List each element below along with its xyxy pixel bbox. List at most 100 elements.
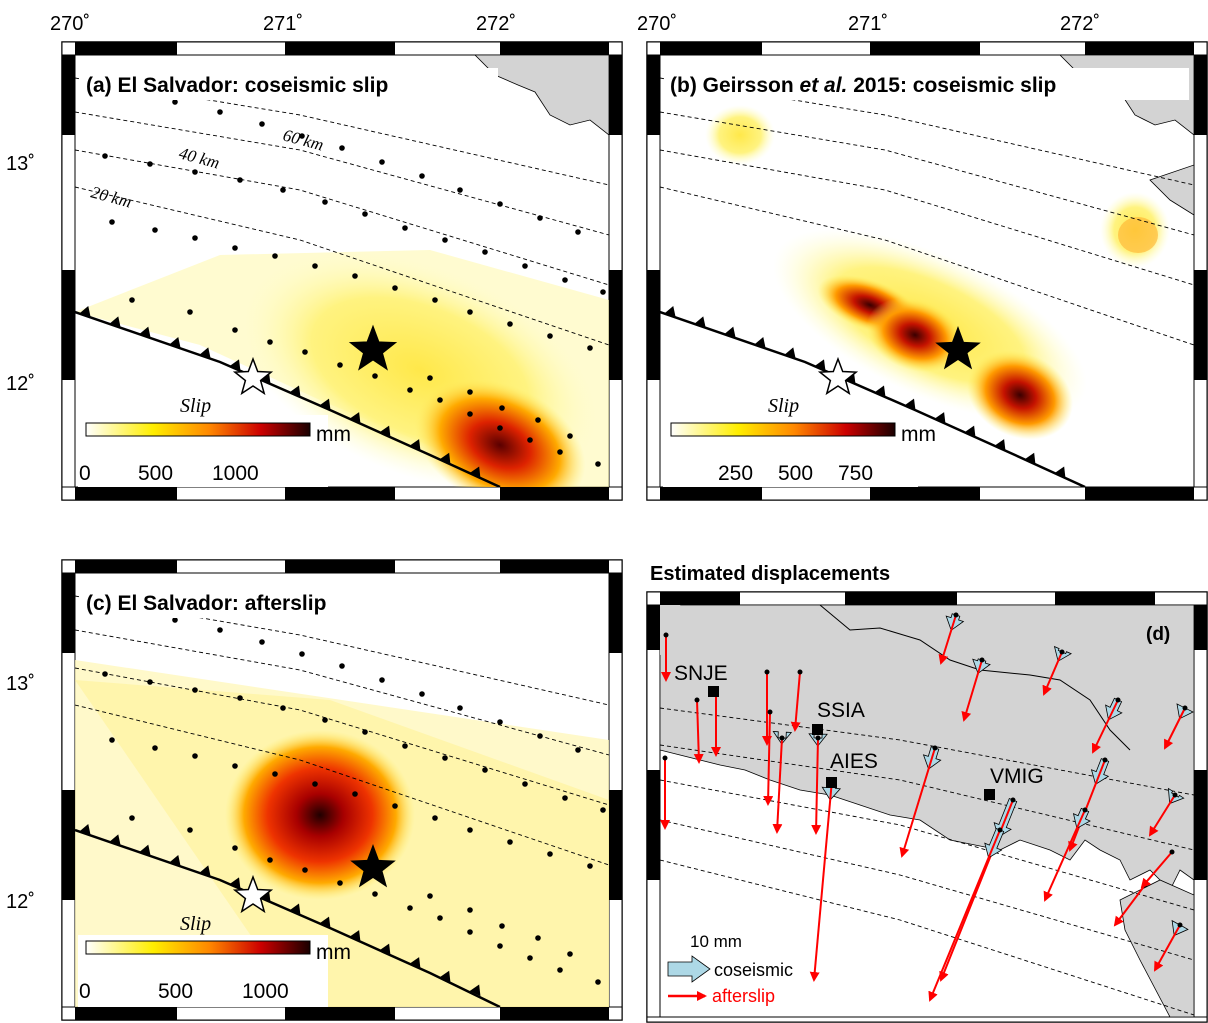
title-box-b — [665, 68, 1189, 100]
colorbar-tick-a-0: 0 — [79, 462, 91, 485]
fault-node — [402, 225, 408, 231]
gps-site-dot — [797, 669, 803, 675]
fault-node — [467, 411, 473, 417]
fault-node — [322, 199, 328, 205]
trench-tooth — [79, 305, 91, 318]
trench-tooth — [289, 903, 301, 916]
fault-node — [457, 705, 463, 711]
trench-tooth — [1024, 452, 1036, 465]
fault-node — [192, 235, 198, 241]
fault-node — [595, 979, 601, 985]
fault-nodes-c — [80, 595, 606, 985]
afterslip-arrow — [1043, 809, 1086, 902]
fault-node — [372, 373, 378, 379]
fault-node — [557, 449, 563, 455]
trench-tooth — [109, 316, 121, 328]
fault-node — [600, 807, 606, 813]
gps-site-dot — [1115, 697, 1121, 703]
fault-node — [537, 215, 543, 221]
lon-tick-270-right: 270˚ — [637, 13, 677, 35]
fault-node — [482, 767, 488, 773]
fault-node — [575, 747, 581, 753]
fault-node — [147, 679, 153, 685]
land-a — [474, 55, 609, 136]
fault-node — [527, 437, 533, 443]
fault-node — [557, 967, 563, 973]
fault-node — [432, 297, 438, 303]
fault-node — [232, 327, 238, 333]
afterslip-arrow — [790, 671, 801, 732]
fault-node — [507, 321, 513, 327]
fault-node — [437, 397, 443, 403]
title-a: (a) El Salvador: coseismic slip — [86, 74, 388, 97]
depth-contours-b — [660, 77, 1194, 346]
fault-node — [232, 763, 238, 769]
fault-node — [302, 867, 308, 873]
trench-tooth — [319, 398, 331, 411]
station-marker-vmig — [984, 789, 995, 800]
fault-node — [427, 893, 433, 899]
fault-node — [259, 121, 265, 127]
fault-node — [109, 219, 115, 225]
station-marker-aies — [826, 777, 837, 788]
lat-tick-13-a: 13˚ — [6, 153, 35, 175]
gps-site-dot — [779, 735, 785, 741]
afterslip-arrow — [1140, 851, 1173, 889]
fault-node — [109, 737, 115, 743]
gps-site-dot — [1169, 849, 1175, 855]
fault-node — [442, 237, 448, 243]
coseismic-arrow — [772, 731, 793, 745]
fault-node — [562, 277, 568, 283]
fault-node — [392, 285, 398, 291]
fault-node — [312, 781, 318, 787]
fault-node — [187, 309, 193, 315]
epicenter-star-b — [935, 326, 981, 370]
trench-tooth — [469, 984, 481, 997]
colorbar-tick-c-2: 1000 — [242, 980, 289, 1003]
fault-node — [467, 309, 473, 315]
frame-b — [646, 41, 1208, 501]
afterslip-arrow — [693, 699, 704, 764]
fault-node — [267, 857, 273, 863]
displacement-arrows — [660, 612, 1194, 1002]
fault-node — [392, 803, 398, 809]
fault-node — [402, 743, 408, 749]
afterslip-arrow — [1068, 759, 1106, 852]
gps-site-dot — [1082, 807, 1088, 813]
afterslip-arrow — [928, 829, 1001, 1002]
fault-node — [187, 827, 193, 833]
fault-node — [352, 273, 358, 279]
fault-node — [419, 691, 425, 697]
fault-node — [172, 99, 178, 105]
fault-node — [437, 915, 443, 921]
afterslip-arrow — [763, 711, 774, 806]
afterslip-arrow — [1113, 884, 1146, 927]
coseismic-arrow — [972, 658, 991, 675]
fault-node — [337, 880, 343, 886]
fault-node — [427, 375, 433, 381]
trench-tooth — [469, 466, 481, 479]
afterslip-arrow — [1148, 794, 1176, 837]
trench-tooth — [139, 326, 151, 339]
fault-node — [547, 851, 553, 857]
fault-node — [535, 417, 541, 423]
fault-node — [272, 771, 278, 777]
hypocenter-star-b — [817, 356, 859, 396]
fault-nodes-a — [80, 77, 606, 467]
epicenter-star-c — [350, 844, 396, 888]
lat-tick-12-c: 12˚ — [6, 891, 35, 913]
colorbar-tick-a-2: 1000 — [212, 462, 259, 485]
fault-node — [497, 425, 503, 431]
fault-node — [407, 905, 413, 911]
colorbar-label-b: Slip — [768, 395, 799, 417]
trench-tooth — [289, 385, 301, 398]
trench-tooth — [874, 385, 886, 398]
lon-tick-271-left: 271˚ — [263, 13, 303, 35]
trench-tooth — [409, 439, 421, 451]
fault-node — [192, 753, 198, 759]
afterslip-arrow — [1091, 699, 1119, 754]
gps-site-dot — [997, 827, 1003, 833]
fault-node — [299, 651, 305, 657]
fault-node — [217, 109, 223, 115]
